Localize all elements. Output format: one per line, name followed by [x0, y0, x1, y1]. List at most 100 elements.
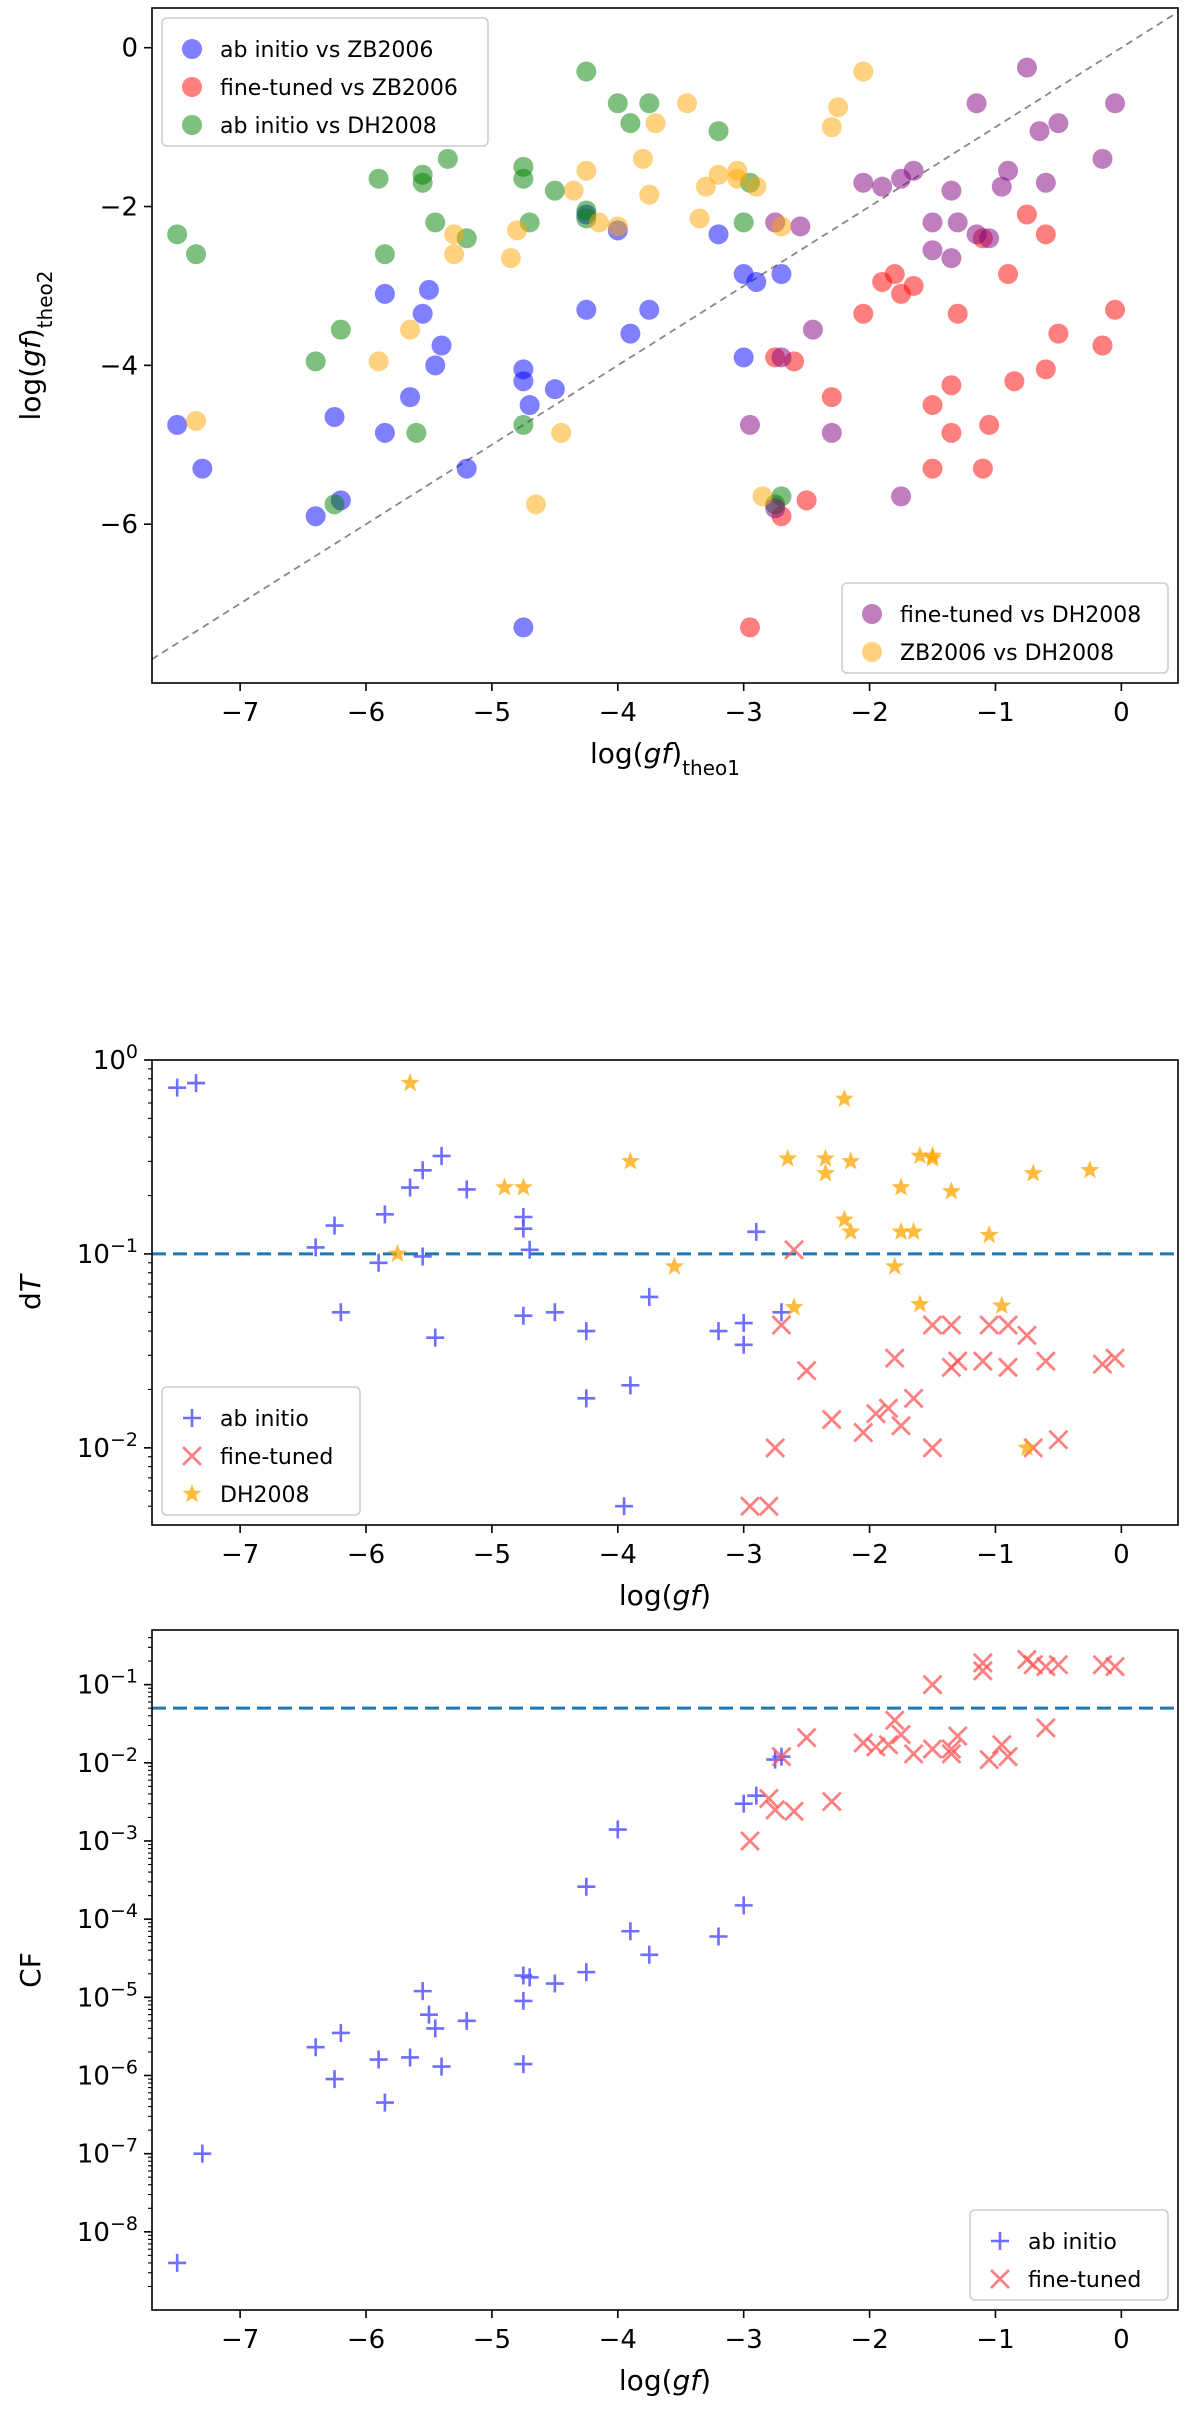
legend-marker: [182, 115, 202, 135]
data-point: [369, 1253, 388, 1272]
data-point: [947, 212, 968, 233]
y-tick-label: 100: [93, 1041, 138, 1076]
y-tick-label: 0: [121, 34, 138, 64]
data-point: [457, 2011, 476, 2030]
data-point: [632, 148, 653, 169]
data-point: [576, 299, 597, 320]
data-point: [941, 422, 962, 443]
data-point: [752, 486, 773, 507]
y-tick-label: 10−4: [77, 1900, 138, 1935]
data-point: [1105, 299, 1126, 320]
data-point: [991, 176, 1012, 197]
data-point: [425, 212, 446, 233]
data-point: [375, 2093, 394, 2112]
data-point: [1048, 113, 1069, 134]
data-point: [922, 240, 943, 261]
data-point: [519, 395, 540, 416]
data-point: [193, 2144, 212, 2163]
legend-frame: [841, 582, 1169, 674]
data-point: [513, 1177, 533, 1196]
data-point: [979, 1315, 1000, 1335]
data-point: [972, 458, 993, 479]
data-point: [495, 1177, 514, 1196]
data-point: [192, 458, 213, 479]
x-tick-label: −1: [976, 698, 1014, 728]
data-point: [621, 1376, 640, 1395]
data-point: [1016, 57, 1037, 78]
x-tick-label: 0: [1113, 698, 1130, 728]
data-point: [834, 1209, 854, 1228]
data-point: [620, 113, 641, 134]
data-point: [576, 61, 597, 82]
data-point: [922, 212, 943, 233]
legend: fine-tuned vs DH2008 ZB2006 vs DH2008: [841, 582, 1169, 674]
data-point: [1105, 93, 1126, 114]
series-1: [739, 1239, 1126, 1517]
data-point: [563, 180, 584, 201]
data-point: [167, 224, 188, 245]
data-point: [401, 1178, 420, 1197]
data-point: [903, 160, 924, 181]
data-point: [551, 422, 572, 443]
data-point: [739, 617, 760, 638]
data-point: [325, 1216, 344, 1235]
data-point: [640, 1945, 659, 1964]
data-point: [771, 347, 792, 368]
data-point: [1004, 371, 1025, 392]
data-point: [972, 1660, 993, 1681]
axes-frame: [151, 1629, 1179, 2311]
data-point: [513, 371, 534, 392]
y-tick-label: 10−1: [77, 1666, 138, 1701]
data-point: [374, 244, 395, 265]
data-point: [1029, 121, 1050, 142]
data-point: [1035, 224, 1056, 245]
series-0: [168, 1074, 791, 1516]
data-point: [747, 1222, 766, 1241]
data-point: [413, 1247, 432, 1266]
data-point: [709, 1927, 728, 1946]
data-point: [765, 1799, 786, 1820]
data-point: [577, 1322, 596, 1341]
y-tick-label: 10−2: [77, 1744, 138, 1779]
data-point: [998, 1315, 1019, 1335]
data-point: [1080, 1160, 1100, 1179]
data-point: [966, 93, 987, 114]
data-point: [733, 212, 754, 233]
data-point: [324, 406, 345, 427]
data-point: [520, 1240, 539, 1259]
data-point: [903, 1743, 924, 1764]
data-point: [544, 180, 565, 201]
data-point: [187, 1074, 206, 1093]
data-point: [772, 1303, 791, 1322]
data-point: [853, 172, 874, 193]
data-point: [1035, 1351, 1056, 1372]
data-point: [734, 1794, 753, 1813]
data-point: [784, 1801, 805, 1822]
data-point: [305, 351, 326, 372]
data-point: [992, 1295, 1012, 1314]
x-tick-label: −3: [725, 698, 763, 728]
legend-entry-label: ab initio: [220, 1407, 309, 1432]
data-point: [841, 1221, 861, 1240]
data-point: [998, 160, 1019, 181]
data-point: [739, 1496, 760, 1517]
data-point: [412, 303, 433, 324]
data-point: [972, 1351, 993, 1372]
x-tick-label: −3: [725, 1540, 763, 1570]
data-point: [841, 1151, 861, 1170]
data-point: [325, 2070, 344, 2089]
x-tick-label: −5: [473, 2325, 511, 2355]
legend-entry-label: fine-tuned: [220, 1445, 333, 1470]
data-point: [432, 1146, 451, 1165]
legend-entry-label: ZB2006 vs DH2008: [900, 641, 1114, 666]
y-tick-label: −6: [100, 510, 138, 540]
data-point: [922, 1739, 943, 1760]
data-point: [821, 387, 842, 408]
data-point: [432, 2057, 451, 2076]
data-point: [514, 2055, 533, 2074]
data-point: [891, 486, 912, 507]
axes-frame: [151, 1059, 1179, 1526]
data-point: [922, 395, 943, 416]
data-point: [168, 1078, 187, 1097]
data-point: [545, 1303, 564, 1322]
